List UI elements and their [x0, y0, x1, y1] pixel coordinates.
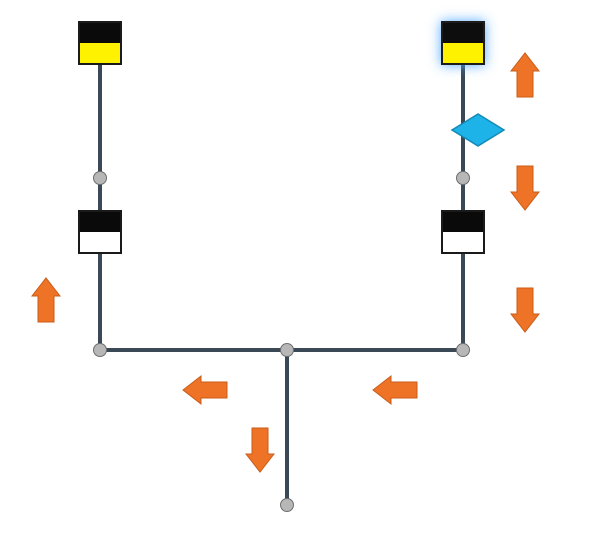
- box-top-left: [79, 22, 121, 64]
- arrow-up-left: [32, 278, 60, 322]
- arrow-left-2: [183, 376, 227, 404]
- arrow-down-center: [246, 428, 274, 472]
- box-mid-left: [79, 211, 121, 253]
- arrow-down-right-mid: [511, 166, 539, 210]
- arrow-up-right-top: [511, 53, 539, 97]
- diamond-icon: [452, 114, 504, 146]
- box-mid-right: [442, 211, 484, 253]
- junction-dot: [94, 172, 107, 185]
- box-top-right: [442, 22, 484, 64]
- junction-dot: [281, 499, 294, 512]
- arrow-left-1: [373, 376, 417, 404]
- arrow-down-right-low: [511, 288, 539, 332]
- junction-dot: [281, 344, 294, 357]
- junction-dot: [457, 172, 470, 185]
- junction-dot: [457, 344, 470, 357]
- junction-dot: [94, 344, 107, 357]
